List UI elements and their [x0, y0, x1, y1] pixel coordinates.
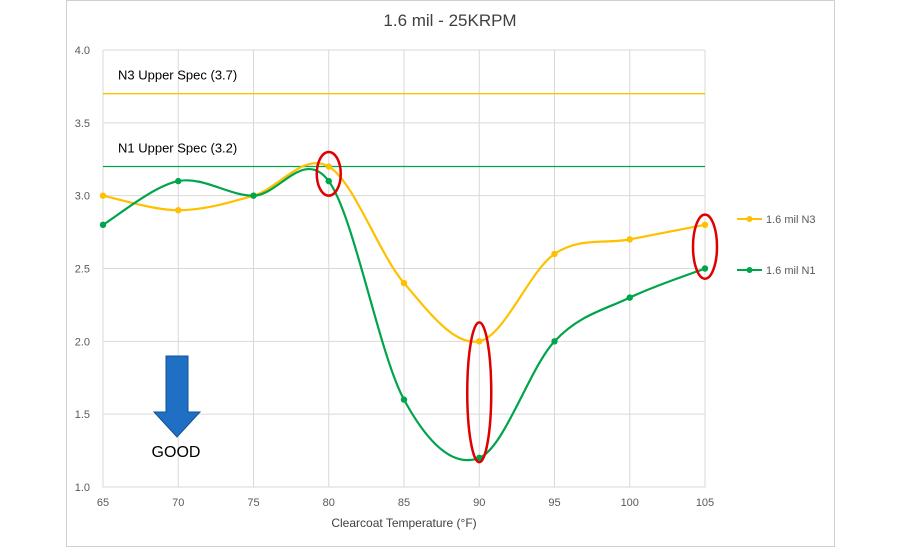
x-tick-label: 65: [97, 497, 109, 509]
data-point: [551, 250, 558, 258]
x-tick-label: 90: [473, 497, 485, 509]
y-tick-label: 4.0: [75, 45, 90, 57]
y-tick-label: 3.5: [75, 118, 90, 130]
data-point: [476, 454, 483, 462]
data-point: [325, 163, 332, 170]
chart-frame: [66, 0, 835, 547]
data-point: [400, 396, 408, 403]
arrow-label: GOOD: [152, 444, 201, 461]
highlight-ellipse: [466, 321, 493, 464]
x-axis-label: Clearcoat Temperature (°F): [331, 516, 476, 530]
data-point: [400, 279, 408, 287]
data-point: [476, 338, 483, 345]
y-tick-label: 2.5: [75, 264, 90, 276]
reference-lines: N3 Upper Spec (3.7) N1 Upper Spec (3.2): [103, 68, 705, 168]
x-tick-label: 105: [696, 497, 714, 509]
data-point: [626, 294, 633, 301]
series-line: [102, 167, 706, 462]
data-point: [325, 177, 332, 185]
data-point: [701, 265, 709, 272]
series-group: [99, 162, 709, 462]
legend-label: 1.6 mil N3: [766, 214, 816, 226]
data-point: [175, 177, 182, 185]
x-tick-label: 70: [172, 497, 184, 509]
highlight-ellipse: [691, 213, 719, 280]
y-tick-label: 2.0: [75, 336, 90, 348]
data-point: [250, 192, 257, 199]
legend-marker: [746, 216, 753, 222]
data-point: [626, 236, 633, 243]
arrow-down-icon: [152, 355, 202, 438]
legend-label: 1.6 mil N1: [766, 265, 816, 277]
x-tick-label: 85: [398, 497, 410, 509]
data-point: [551, 338, 558, 345]
y-tick-label: 3.0: [75, 191, 90, 203]
x-tick-label: 95: [548, 497, 560, 509]
grid: 1.0 1.5 2.0 2.5 3.0 3.5 4.0 65 70 75 80 85 90 95 100 10…: [75, 45, 714, 509]
x-tick-label: 75: [247, 497, 259, 509]
legend: 1.6 mil N3 1.6 mil N1: [737, 214, 816, 277]
data-point: [99, 221, 107, 228]
x-tick-label: 80: [323, 497, 335, 509]
x-tick-label: 100: [621, 497, 639, 509]
highlight-ellipse: [315, 150, 342, 197]
annotations: GOOD: [152, 150, 719, 464]
y-tick-label: 1.5: [75, 409, 90, 421]
y-tick-label: 1.0: [75, 482, 90, 494]
data-point: [701, 221, 709, 228]
reference-line-label: N1 Upper Spec (3.2): [118, 141, 237, 156]
reference-line-label: N3 Upper Spec (3.7): [118, 68, 237, 83]
chart-title: 1.6 mil - 25KRPM: [383, 11, 516, 30]
data-point: [99, 192, 107, 199]
data-point: [175, 207, 182, 214]
legend-marker: [746, 267, 753, 273]
